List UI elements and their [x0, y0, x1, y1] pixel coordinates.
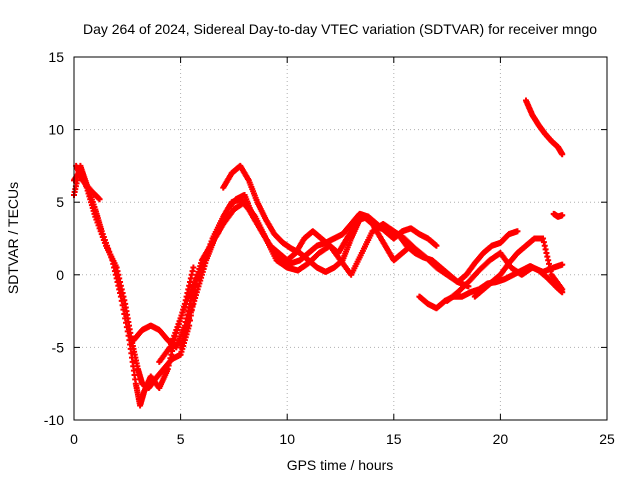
y-tick-label: -10: [44, 412, 64, 428]
data-point: [559, 286, 566, 293]
x-tick-label: 5: [177, 431, 185, 447]
x-tick-label: 25: [599, 431, 615, 447]
y-tick-label: 10: [48, 122, 64, 138]
y-tick-label: -5: [52, 339, 65, 355]
data-point: [559, 151, 566, 158]
data-point: [190, 264, 197, 271]
y-tick-label: 5: [56, 194, 64, 210]
x-tick-label: 0: [70, 431, 78, 447]
series-track-11: [522, 97, 566, 158]
ticks: 0 5 10 15 20 25 -10 -5 0 5 10 15: [44, 49, 615, 447]
x-tick-label: 15: [386, 431, 402, 447]
data-points: [71, 97, 566, 409]
series-track-1: [71, 167, 201, 392]
y-axis-title: SDTVAR / TECUs: [5, 182, 21, 294]
y-tick-label: 15: [48, 49, 64, 65]
data-point: [559, 261, 566, 268]
series-track-12: [550, 210, 566, 220]
data-point: [559, 212, 566, 219]
data-point: [514, 228, 521, 235]
data-point: [96, 196, 103, 203]
x-axis-title: GPS time / hours: [287, 457, 394, 473]
series-track-7: [177, 199, 472, 351]
x-tick-label: 20: [493, 431, 509, 447]
series-track-3: [73, 162, 103, 203]
grid: [74, 57, 607, 420]
y-tick-label: 0: [56, 267, 64, 283]
axes: [73, 56, 608, 421]
series-track-2: [71, 162, 197, 409]
plot-frame: [73, 56, 608, 421]
chart-title: Day 264 of 2024, Sidereal Day-to-day VTE…: [83, 21, 597, 37]
x-tick-label: 10: [279, 431, 295, 447]
series-track-10: [471, 235, 566, 300]
data-point: [433, 242, 440, 249]
